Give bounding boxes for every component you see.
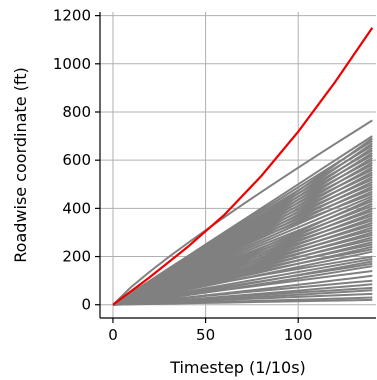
y-tick-label: 800 — [62, 103, 91, 121]
x-tick-label: 50 — [196, 326, 215, 344]
background-series-line — [112, 192, 373, 306]
y-axis-label: Roadwise coordinate (ft) — [11, 67, 30, 262]
y-tick-label: 1000 — [53, 55, 91, 73]
x-axis-label: Timestep (1/10s) — [169, 358, 306, 377]
x-tick-label: 100 — [284, 326, 313, 344]
background-series-line — [112, 270, 373, 306]
highlight-trajectory — [112, 27, 374, 306]
background-trajectories — [112, 119, 373, 306]
y-tick-label: 200 — [62, 248, 91, 266]
background-series-line — [112, 298, 373, 306]
background-series-line — [112, 262, 373, 306]
axes: 0 200 400 600 800 1000 1200 0 50 100 — [53, 7, 376, 344]
y-tick-label: 400 — [62, 199, 91, 217]
background-series-line — [112, 279, 373, 306]
y-tick-label: 600 — [62, 151, 91, 169]
background-series-line — [112, 119, 373, 306]
highlight-series-line — [112, 27, 374, 306]
y-tick-label: 1200 — [53, 7, 91, 25]
x-tick-label: 0 — [108, 326, 118, 344]
y-tick-label: 0 — [81, 296, 91, 314]
background-series-line — [112, 248, 373, 306]
background-series-line — [112, 255, 373, 306]
